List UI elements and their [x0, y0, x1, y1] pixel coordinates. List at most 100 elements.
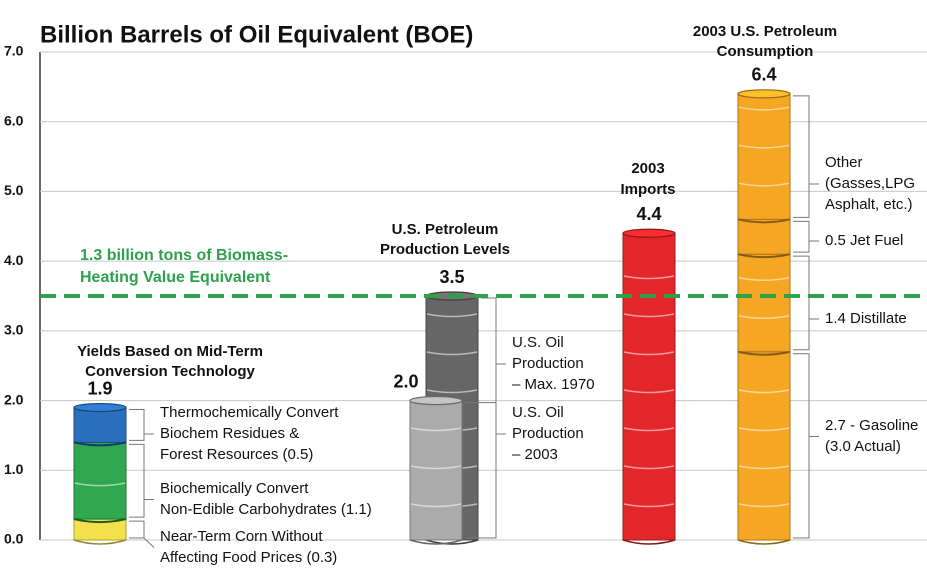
segment-boundary	[73, 518, 127, 524]
segment-label: (Gasses,LPG	[825, 175, 915, 192]
barrel-bottom	[737, 539, 791, 545]
barrel-cap	[737, 89, 791, 99]
reference-label: 1.3 billion tons of Biomass-	[80, 247, 288, 264]
barrel-hoop	[426, 313, 478, 318]
segment-label: 2.7 - Gasoline	[825, 417, 918, 434]
barrel-hoop	[410, 427, 462, 432]
barrel-hoop	[410, 503, 462, 508]
barrel-hoop	[74, 482, 126, 487]
segment-label: 1.4 Distillate	[825, 310, 907, 327]
group-label: Conversion Technology	[85, 363, 255, 380]
group-label: U.S. Petroleum	[392, 221, 499, 238]
barrel-hoop	[738, 144, 790, 149]
bracket	[793, 220, 819, 253]
group-label: 2003	[631, 160, 664, 177]
segment-label: Thermochemically Convert	[160, 404, 339, 421]
total-label: 3.5	[439, 267, 464, 287]
group-label: Consumption	[717, 43, 814, 60]
segment-label: Affecting Food Prices (0.3)	[160, 549, 337, 566]
barrel-hoop	[738, 106, 790, 111]
bracket	[129, 409, 154, 441]
barrel-cap	[73, 402, 127, 413]
barrel-cap	[409, 395, 463, 406]
total-label: 4.4	[636, 204, 661, 224]
segment-boundary	[737, 253, 791, 259]
segment-label: Other	[825, 154, 863, 171]
total-label: 6.4	[751, 65, 776, 85]
segment-label: Biochemically Convert	[160, 480, 309, 497]
barrel-bottom	[73, 539, 127, 545]
segment-boundary	[737, 218, 791, 224]
barrel-hoop	[738, 389, 790, 394]
segment-label: (3.0 Actual)	[825, 438, 901, 455]
segment-label: Near-Term Corn Without	[160, 528, 323, 545]
bracket	[793, 255, 819, 351]
total-label: 1.9	[87, 378, 112, 398]
segment-label: Production	[512, 425, 584, 442]
barrel-segment	[737, 351, 791, 541]
barrel-hoop	[738, 315, 790, 320]
segment-boundary	[73, 441, 127, 447]
barrel-hoop	[738, 427, 790, 432]
total-label: 2.0	[393, 371, 418, 391]
y-tick-label: 0.0	[4, 531, 24, 547]
bracket	[793, 95, 819, 218]
segment-label: Production	[512, 355, 584, 372]
segment-label: Non-Edible Carbohydrates (1.1)	[160, 501, 372, 518]
barrel-segment	[737, 253, 791, 353]
segment-label: – 2003	[512, 446, 558, 463]
barrel-segment	[409, 400, 463, 541]
barrel-hoop	[738, 182, 790, 187]
bracket	[481, 297, 506, 539]
barrel-cap	[622, 228, 676, 238]
y-tick-label: 1.0	[4, 461, 24, 477]
segment-label: – Max. 1970	[512, 376, 595, 393]
y-tick-label: 2.0	[4, 391, 24, 407]
barrel-bottom	[622, 539, 676, 545]
barrel-hoop	[623, 427, 675, 432]
segment-label: 0.5 Jet Fuel	[825, 232, 903, 249]
y-tick-label: 5.0	[4, 182, 24, 198]
segment-boundary	[737, 350, 791, 356]
barrel-hoop	[738, 277, 790, 282]
chart-title: Billion Barrels of Oil Equivalent (BOE)	[40, 21, 473, 48]
segment-label: U.S. Oil	[512, 404, 564, 421]
barrel-hoop	[623, 351, 675, 356]
bracket	[129, 443, 154, 518]
barrel-hoop	[623, 503, 675, 508]
barrel-segment	[73, 407, 127, 443]
barrel-hoop	[738, 465, 790, 470]
bracket	[465, 402, 506, 539]
barrel-bottom	[425, 539, 479, 545]
barrel-bottom	[409, 539, 463, 545]
barrel-segment	[737, 93, 791, 220]
group-label: Imports	[620, 181, 675, 198]
bracket	[129, 520, 155, 548]
barrel-hoop	[426, 389, 478, 394]
y-tick-label: 4.0	[4, 252, 24, 268]
barrel-hoop	[410, 465, 462, 470]
reference-label: Heating Value Equivalent	[80, 269, 271, 286]
y-tick-label: 7.0	[4, 43, 24, 59]
bracket	[793, 353, 819, 539]
barrel-segment	[737, 218, 791, 255]
barrel-hoop	[623, 389, 675, 394]
group-label: Yields Based on Mid-Term	[77, 343, 263, 360]
barrel-hoop	[623, 465, 675, 470]
barrel-hoop	[426, 351, 478, 356]
barrel-segment	[73, 441, 127, 520]
barrel-segment	[622, 232, 676, 541]
segment-label: Asphalt, etc.)	[825, 196, 913, 213]
segment-label: U.S. Oil	[512, 334, 564, 351]
barrel-hoop	[623, 313, 675, 318]
barrel-hoop	[738, 503, 790, 508]
segment-label: Biochem Residues &	[160, 425, 299, 442]
segment-label: Forest Resources (0.5)	[160, 446, 313, 463]
group-label: 2003 U.S. Petroleum	[693, 23, 837, 40]
y-tick-label: 6.0	[4, 112, 24, 128]
barrel-hoop	[623, 275, 675, 280]
group-label: Production Levels	[380, 241, 510, 258]
y-tick-label: 3.0	[4, 322, 24, 338]
